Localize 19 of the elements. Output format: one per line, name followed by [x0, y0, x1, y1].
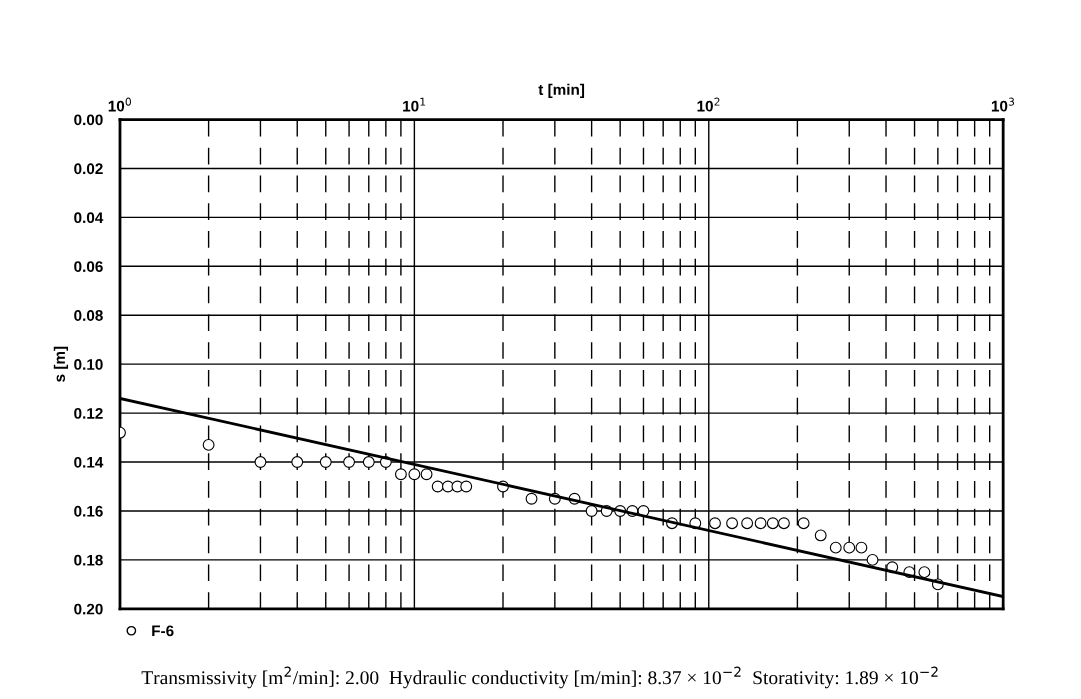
- y-tick-label: 0.10: [74, 359, 103, 370]
- x-tick-label: 10$^{2}$: [697, 97, 720, 112]
- y-tick-label: 0.08: [74, 310, 103, 321]
- y-tick-label: 0.04: [74, 212, 104, 224]
- x-tick-label: 10$^{3}$: [991, 97, 1015, 112]
- y-tick-label: 0.18: [74, 554, 103, 566]
- y-tick-label: 0.02: [74, 163, 103, 175]
- y-axis-title: s [m]: [53, 346, 69, 382]
- text: Transmissivity [m$^{2}$/min]: 2.00 Hydraulic conductivity [m/min]: 8.37 × 10$^{−2}$ Storativity: 1.89 × 10$^{−2}$: [141, 666, 938, 689]
- y-tick-label: 0.12: [74, 407, 103, 419]
- y-tick-label: 0.06: [74, 261, 103, 273]
- legend-label: F-6: [152, 625, 174, 637]
- y-tick-label: 0.14: [74, 456, 104, 468]
- y-tick-label: 0.16: [74, 505, 103, 517]
- x-tick-label: 10$^{0}$: [108, 97, 131, 112]
- y-tick-label: 0.20: [74, 603, 103, 615]
- y-tick-label: 0.00: [74, 114, 103, 126]
- x-tick-label: 10$^{1}$: [403, 97, 426, 112]
- x-axis-title: t [min]: [538, 83, 585, 99]
